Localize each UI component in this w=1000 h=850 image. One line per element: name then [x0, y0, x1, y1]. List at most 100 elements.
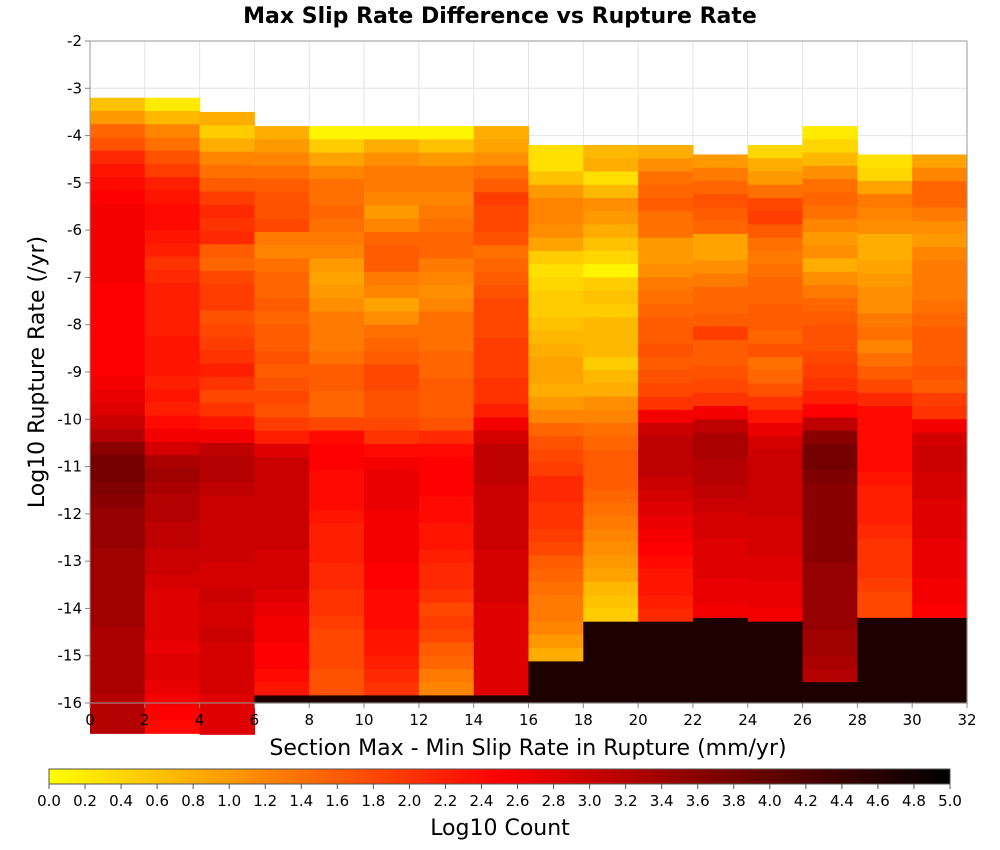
y-axis-ticks: -2 -3 -4 -5 -6 -7 -8 -9 -10 -11 -12 -13 -14 -15 -16	[58, 32, 90, 712]
heatmap-cell	[199, 363, 256, 378]
heatmap-cell	[692, 485, 749, 500]
heatmap-cell	[144, 177, 201, 192]
heatmap-cell	[638, 317, 694, 331]
heatmap-cell	[199, 191, 256, 206]
heatmap-cell	[747, 449, 804, 464]
heatmap-cell	[857, 167, 913, 182]
heatmap-cell	[583, 383, 639, 398]
heatmap-cell	[144, 362, 201, 377]
heatmap-cell	[199, 495, 256, 510]
heatmap-cell	[144, 455, 201, 470]
y-tick-label: -14	[58, 599, 83, 617]
heatmap-cell	[473, 589, 530, 604]
heatmap-cell	[254, 470, 310, 485]
heatmap-cell	[90, 720, 146, 734]
heatmap-cell	[90, 614, 146, 628]
heatmap-cell	[364, 629, 420, 644]
heatmap-cell	[473, 192, 530, 207]
heatmap-cell	[473, 218, 530, 233]
heatmap-cell	[912, 432, 968, 447]
heatmap-cell	[638, 436, 694, 451]
colorbar-ticks: 0.0 0.2 0.4 0.6 0.8 1.0 1.2 1.4 1.6 1.8 2.0 2.2 2.4 2…	[37, 784, 962, 810]
heatmap-cell	[473, 205, 530, 220]
heatmap-cell	[254, 483, 310, 498]
colorbar-label: Log10 Count	[430, 816, 570, 841]
heatmap-cell	[528, 250, 584, 265]
heatmap-cell	[254, 218, 310, 233]
heatmap-cell	[309, 337, 365, 352]
heatmap-cell	[747, 330, 804, 345]
heatmap-cell	[912, 538, 968, 553]
heatmap-cell	[473, 377, 530, 392]
heatmap-cell	[309, 496, 365, 511]
heatmap-cell	[309, 205, 365, 220]
heatmap-cell	[802, 629, 858, 644]
heatmap-cell	[199, 416, 256, 431]
heatmap-cell	[802, 443, 858, 458]
heatmap-cell	[747, 145, 804, 159]
heatmap-cell	[747, 317, 804, 331]
heatmap-cell	[364, 549, 420, 564]
heatmap-cell	[473, 549, 530, 564]
heatmap-cell	[418, 510, 475, 524]
heatmap-cell	[144, 296, 201, 311]
heatmap-cell	[638, 502, 694, 517]
heatmap-cell	[747, 568, 804, 583]
heatmap-cell	[309, 152, 365, 167]
heatmap-cell	[364, 404, 420, 418]
heatmap-cell	[90, 534, 146, 549]
heatmap-cell	[747, 383, 804, 398]
heatmap-cell	[90, 468, 146, 483]
heatmap-cell	[90, 137, 146, 152]
heatmap-cell	[144, 389, 201, 403]
heatmap-cell	[528, 502, 584, 517]
heatmap-cell	[802, 390, 858, 405]
heatmap-cell	[473, 615, 530, 630]
y-tick-label: -13	[58, 552, 83, 570]
heatmap-cell	[638, 476, 694, 490]
heatmap-cell	[90, 561, 146, 575]
heatmap-cell	[144, 534, 201, 549]
heatmap-cell	[912, 459, 968, 473]
heatmap-cell	[692, 432, 749, 447]
heatmap-cell	[418, 179, 475, 193]
heatmap-cell	[309, 126, 365, 140]
heatmap-cell	[473, 284, 530, 299]
heatmap-cell	[857, 525, 913, 540]
heatmap-cell	[528, 383, 584, 398]
heatmap-cell	[254, 682, 310, 697]
colorbar-tick-label: 5.0	[938, 792, 962, 810]
heatmap-cell	[473, 311, 530, 326]
heatmap-cell	[254, 139, 310, 154]
heatmap-cell	[144, 309, 201, 324]
heatmap-cell	[144, 322, 201, 337]
colorbar-tick-label: 4.0	[758, 792, 782, 810]
heatmap-cell	[144, 190, 201, 205]
heatmap-cell	[254, 364, 310, 379]
heatmap-cell	[418, 165, 475, 180]
heatmap-cell	[309, 443, 365, 458]
heatmap-cell	[418, 655, 475, 670]
heatmap-cell	[692, 313, 749, 328]
heatmap-cell	[199, 535, 256, 550]
heatmap-cell	[912, 406, 968, 420]
heatmap-cell	[912, 207, 968, 222]
heatmap-cell	[857, 353, 913, 367]
heatmap-cell	[473, 430, 530, 445]
heatmap-cell	[254, 337, 310, 352]
heatmap-cell	[144, 547, 201, 562]
heatmap-cell	[802, 205, 858, 220]
heatmap-cell	[364, 642, 420, 657]
heatmap-cell	[802, 179, 858, 193]
heatmap-cell	[418, 536, 475, 551]
heatmap-cell	[583, 317, 639, 331]
heatmap-cell	[418, 126, 475, 140]
heatmap-cell	[583, 608, 639, 623]
heatmap-cell	[254, 271, 310, 286]
heatmap-cell	[90, 494, 146, 509]
heatmap-cell	[912, 472, 968, 487]
colorbar-tick-label: 1.8	[361, 792, 385, 810]
y-tick-label: -6	[67, 221, 82, 239]
heatmap-cell	[364, 457, 420, 471]
colorbar-tick-label: 2.8	[542, 792, 566, 810]
